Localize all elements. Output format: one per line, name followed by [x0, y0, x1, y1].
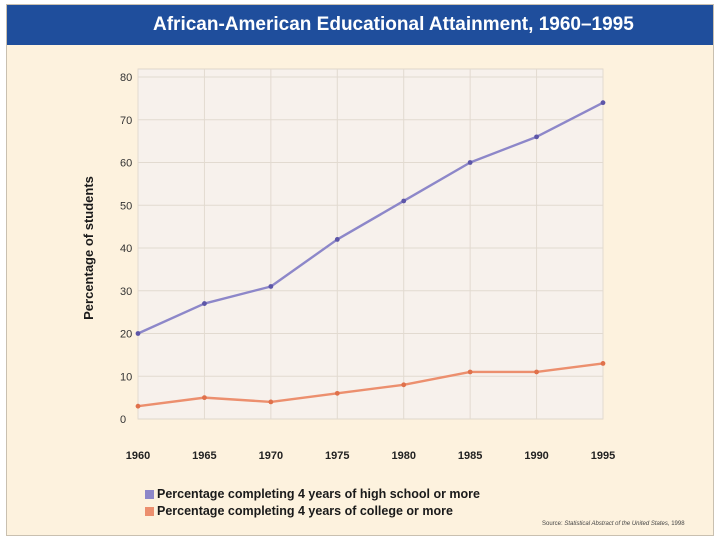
data-point [135, 331, 141, 336]
data-point [135, 403, 141, 409]
y-tick-label: 60 [120, 158, 132, 170]
source-prefix: Source: [542, 521, 565, 527]
x-tick-label: 1965 [192, 450, 216, 462]
data-point [401, 198, 407, 204]
x-tick-label: 1985 [458, 450, 482, 462]
data-point [600, 361, 606, 366]
data-point [467, 160, 473, 165]
line-chart: 0 10 20 30 40 50 60 70 80 1960 1965 1970 1975 1980 198… [81, 68, 615, 462]
source-note: Source: Statistical Abstract of the Unit… [542, 521, 685, 527]
y-tick-label: 80 [120, 72, 132, 84]
y-tick-label: 0 [120, 414, 126, 426]
data-point [534, 134, 539, 140]
data-point [534, 369, 539, 375]
y-tick-label: 30 [120, 286, 132, 298]
legend-swatch-college [145, 507, 154, 516]
x-tick-label: 1990 [524, 450, 548, 462]
data-point [334, 390, 340, 396]
x-tick-label: 1970 [259, 450, 283, 462]
series-line-0 [137, 101, 604, 335]
x-tick-label: 1975 [325, 450, 349, 462]
data-point [268, 399, 274, 405]
y-tick-label: 40 [120, 243, 132, 255]
legend-label-high-school: Percentage completing 4 years of high sc… [157, 487, 480, 501]
data-point [202, 301, 207, 306]
plot-area [137, 68, 604, 420]
x-tick-label: 1980 [391, 450, 415, 462]
source-title: Statistical Abstract of the United State… [564, 521, 668, 527]
source-suffix: , 1998 [667, 521, 685, 527]
data-point [401, 382, 407, 388]
series-line-1 [137, 362, 604, 408]
title-bar: African-American Educational Attainment,… [7, 5, 713, 45]
data-point [202, 395, 207, 401]
legend-swatch-high-school [145, 490, 154, 499]
chart-title: African-American Educational Attainment,… [153, 14, 634, 35]
y-tick-label: 20 [120, 329, 132, 341]
data-point [268, 284, 274, 289]
data-point [467, 369, 473, 375]
data-point [600, 100, 606, 106]
figure-frame: African-American Educational Attainment,… [6, 4, 714, 536]
x-tick-label: 1995 [591, 450, 615, 462]
y-tick-label: 70 [120, 115, 132, 127]
y-tick-label: 10 [120, 371, 132, 383]
y-tick-label: 50 [120, 200, 132, 212]
legend-label-college: Percentage completing 4 years of college… [157, 504, 453, 518]
x-tick-label: 1960 [126, 450, 150, 462]
y-axis-label: Percentage of students [81, 176, 96, 320]
data-point [334, 237, 340, 242]
